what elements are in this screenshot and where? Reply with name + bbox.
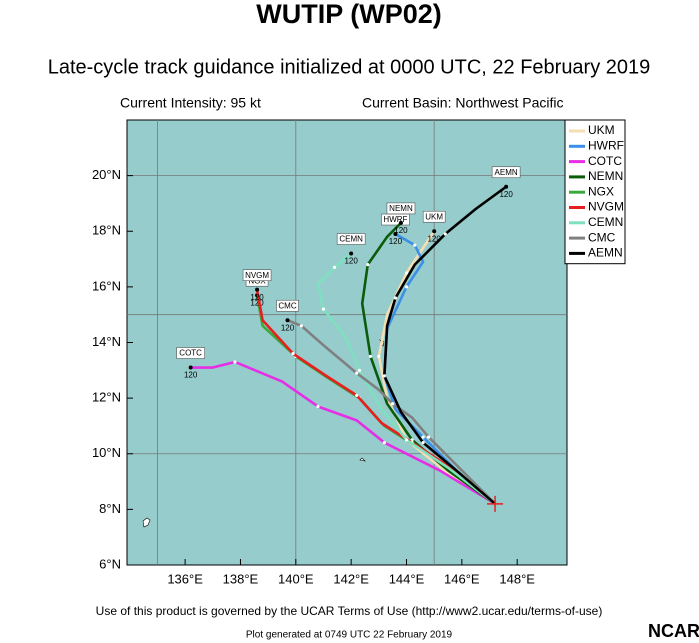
model-box bbox=[422, 210, 446, 223]
track-end bbox=[255, 287, 260, 292]
model-label: NVGM bbox=[245, 271, 269, 280]
legend-label: AEMN bbox=[588, 246, 623, 260]
model-label: NEMN bbox=[389, 204, 413, 213]
model-label: AEMN bbox=[495, 168, 518, 177]
y-tick-label: 16°N bbox=[92, 278, 121, 293]
track-point bbox=[357, 368, 362, 372]
model-box bbox=[276, 299, 299, 312]
x-tick-label: 136°E bbox=[167, 571, 203, 586]
track-point bbox=[355, 393, 359, 397]
x-tick-label: 148°E bbox=[499, 571, 535, 586]
x-tick-label: 140°E bbox=[278, 571, 314, 586]
model-label: UKM bbox=[425, 212, 443, 221]
track-point bbox=[391, 402, 395, 406]
y-tick-label: 20°N bbox=[92, 167, 121, 182]
model-box bbox=[242, 269, 272, 281]
basin: Current Basin: Northwest Pacific bbox=[362, 95, 564, 111]
track-point bbox=[316, 404, 320, 409]
generated: Plot generated at 0749 UTC 22 February 2… bbox=[246, 630, 453, 641]
track-end bbox=[393, 232, 398, 237]
track-point bbox=[404, 285, 409, 289]
track-point bbox=[382, 374, 386, 378]
track-point bbox=[427, 435, 431, 439]
end-hour: 120 bbox=[250, 293, 264, 302]
track-point bbox=[368, 354, 373, 359]
track-end bbox=[285, 318, 290, 323]
model-label: CMC bbox=[278, 301, 296, 310]
track-end bbox=[504, 184, 509, 189]
legend-label: CMC bbox=[588, 230, 616, 244]
track-point bbox=[382, 441, 386, 445]
intensity: Current Intensity: 95 kt bbox=[120, 95, 261, 111]
model-label: COTC bbox=[179, 349, 202, 358]
legend-label: NVGM bbox=[588, 200, 624, 214]
model-box bbox=[336, 233, 366, 245]
track-point bbox=[233, 360, 237, 364]
y-tick-label: 8°N bbox=[99, 501, 121, 516]
track-point bbox=[443, 232, 447, 236]
end-hour: 120 bbox=[250, 298, 264, 307]
track-point bbox=[355, 371, 359, 375]
end-hour: 120 bbox=[281, 323, 295, 332]
end-hour: 120 bbox=[184, 371, 198, 380]
track-end bbox=[188, 365, 193, 370]
model-box bbox=[491, 166, 521, 179]
track-point bbox=[377, 354, 381, 359]
track-point bbox=[332, 265, 337, 270]
x-tick-label: 142°E bbox=[333, 571, 369, 586]
x-tick-label: 138°E bbox=[223, 571, 259, 586]
legend-label: CEMN bbox=[588, 215, 623, 229]
track-point bbox=[321, 307, 326, 311]
x-tick-label: 144°E bbox=[389, 571, 425, 586]
end-hour: 120 bbox=[344, 257, 358, 266]
track-point bbox=[393, 296, 398, 300]
end-hour: 120 bbox=[499, 190, 513, 199]
y-tick-label: 14°N bbox=[92, 334, 121, 349]
legend-label: UKM bbox=[588, 123, 615, 137]
model-label: HWRF bbox=[383, 215, 407, 224]
logo: NCAR bbox=[648, 621, 699, 641]
chart-title: WUTIP (WP02) bbox=[256, 0, 442, 29]
track-point bbox=[291, 352, 295, 356]
x-tick-label: 146°E bbox=[444, 571, 480, 586]
y-tick-label: 18°N bbox=[92, 223, 121, 238]
track-end bbox=[432, 229, 437, 234]
model-box bbox=[386, 202, 416, 215]
y-tick-label: 6°N bbox=[99, 556, 121, 571]
legend-label: NGX bbox=[588, 184, 614, 198]
footer: Use of this product is governed by the U… bbox=[96, 604, 603, 618]
track-point bbox=[421, 441, 425, 445]
legend-label: NEMN bbox=[588, 169, 623, 183]
track-line bbox=[383, 185, 507, 505]
end-hour: 120 bbox=[427, 234, 441, 243]
track-end bbox=[349, 251, 354, 256]
model-box bbox=[176, 347, 205, 359]
y-tick-label: 10°N bbox=[92, 445, 121, 460]
track-line bbox=[316, 252, 496, 505]
track-line bbox=[377, 230, 496, 505]
legend-label: COTC bbox=[588, 154, 622, 168]
track-point bbox=[366, 263, 370, 267]
track-point bbox=[413, 243, 417, 247]
current-position bbox=[487, 495, 504, 512]
track-point bbox=[299, 324, 303, 328]
end-hour: 120 bbox=[389, 237, 403, 246]
track-point bbox=[421, 435, 425, 439]
track-point bbox=[404, 438, 409, 442]
y-tick-label: 12°N bbox=[92, 390, 121, 405]
model-label: CEMN bbox=[339, 235, 363, 244]
track-point bbox=[404, 271, 409, 275]
track-line bbox=[287, 319, 496, 505]
end-hour: 120 bbox=[394, 226, 408, 235]
track-end bbox=[398, 220, 403, 225]
legend-label: HWRF bbox=[588, 138, 624, 152]
chart-subtitle: Late-cycle track guidance initialized at… bbox=[48, 56, 651, 78]
